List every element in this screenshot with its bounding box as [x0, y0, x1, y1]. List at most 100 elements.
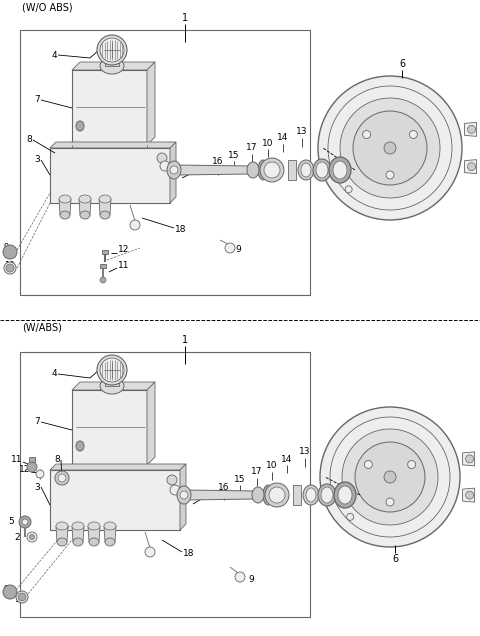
Text: 1: 1 — [182, 13, 188, 23]
Circle shape — [180, 491, 188, 499]
Polygon shape — [50, 142, 176, 148]
Text: 10: 10 — [262, 139, 274, 148]
Text: 12: 12 — [118, 245, 130, 254]
Polygon shape — [50, 464, 186, 470]
Circle shape — [97, 355, 127, 385]
Text: 16: 16 — [212, 158, 224, 167]
Text: 9: 9 — [235, 245, 241, 254]
Circle shape — [260, 158, 284, 182]
Text: 2: 2 — [14, 534, 20, 543]
Circle shape — [353, 111, 427, 185]
Ellipse shape — [76, 121, 84, 131]
Text: 9: 9 — [4, 244, 9, 252]
Ellipse shape — [88, 522, 100, 530]
Circle shape — [409, 130, 418, 139]
Circle shape — [100, 358, 124, 382]
Ellipse shape — [258, 160, 268, 180]
Circle shape — [16, 591, 28, 603]
Circle shape — [100, 38, 124, 62]
Circle shape — [27, 462, 37, 472]
Text: 7: 7 — [34, 417, 40, 427]
Text: (W/ABS): (W/ABS) — [22, 323, 62, 333]
Circle shape — [264, 162, 280, 178]
Text: 15: 15 — [228, 151, 240, 160]
Ellipse shape — [298, 160, 314, 180]
Circle shape — [347, 513, 354, 520]
Circle shape — [269, 487, 285, 503]
Text: 1: 1 — [182, 335, 188, 345]
Circle shape — [55, 471, 69, 485]
Ellipse shape — [57, 538, 67, 546]
Bar — [50, 148, 170, 203]
Circle shape — [330, 417, 450, 537]
Text: 14: 14 — [277, 134, 288, 142]
Circle shape — [4, 262, 16, 274]
Bar — [105, 56, 119, 66]
Text: 17: 17 — [251, 467, 263, 476]
Ellipse shape — [59, 195, 71, 203]
Text: 8: 8 — [26, 135, 32, 144]
Circle shape — [29, 534, 35, 539]
Bar — [72, 390, 147, 465]
Circle shape — [386, 498, 394, 506]
Circle shape — [58, 474, 66, 482]
Circle shape — [19, 516, 31, 528]
Bar — [100, 264, 106, 268]
Ellipse shape — [76, 441, 84, 451]
Text: 15: 15 — [234, 474, 246, 483]
Polygon shape — [176, 165, 250, 175]
Ellipse shape — [313, 159, 331, 181]
Text: 19: 19 — [204, 490, 216, 499]
Circle shape — [320, 407, 460, 547]
Text: 17: 17 — [246, 144, 258, 153]
Circle shape — [466, 491, 474, 499]
Circle shape — [345, 186, 352, 193]
Circle shape — [3, 585, 17, 599]
Ellipse shape — [99, 195, 111, 203]
Circle shape — [36, 470, 44, 478]
Polygon shape — [72, 526, 84, 542]
Ellipse shape — [316, 162, 328, 178]
Bar — [50, 470, 180, 530]
Ellipse shape — [333, 161, 347, 179]
Ellipse shape — [252, 487, 264, 503]
Ellipse shape — [100, 378, 124, 394]
Ellipse shape — [79, 195, 91, 203]
Circle shape — [384, 142, 396, 154]
Circle shape — [384, 471, 396, 483]
Circle shape — [22, 519, 28, 525]
Polygon shape — [99, 199, 111, 215]
Ellipse shape — [157, 153, 167, 163]
Text: 16: 16 — [218, 483, 230, 492]
Bar — [29, 457, 35, 462]
Ellipse shape — [6, 264, 14, 272]
Polygon shape — [147, 62, 155, 145]
Text: 9: 9 — [4, 586, 9, 595]
Polygon shape — [79, 199, 91, 215]
Text: 13: 13 — [296, 127, 308, 137]
Bar — [105, 376, 119, 386]
Text: 6: 6 — [392, 554, 398, 564]
Text: 11: 11 — [118, 261, 130, 270]
Text: 11: 11 — [11, 455, 22, 464]
Circle shape — [364, 460, 372, 469]
Ellipse shape — [303, 485, 319, 505]
Text: 3: 3 — [34, 483, 40, 492]
Text: 6: 6 — [399, 59, 405, 69]
Circle shape — [468, 125, 476, 134]
Ellipse shape — [60, 211, 70, 219]
Text: 4: 4 — [51, 370, 57, 378]
Text: 14: 14 — [281, 455, 293, 464]
Polygon shape — [147, 382, 155, 465]
Circle shape — [468, 163, 476, 170]
Text: 4: 4 — [51, 50, 57, 60]
Circle shape — [328, 86, 452, 210]
Bar — [20, 352, 310, 617]
Text: 18: 18 — [183, 550, 194, 558]
Circle shape — [27, 532, 37, 542]
Ellipse shape — [318, 484, 336, 506]
Circle shape — [97, 35, 127, 65]
Bar — [72, 70, 147, 145]
Polygon shape — [186, 490, 255, 500]
Ellipse shape — [329, 157, 351, 183]
